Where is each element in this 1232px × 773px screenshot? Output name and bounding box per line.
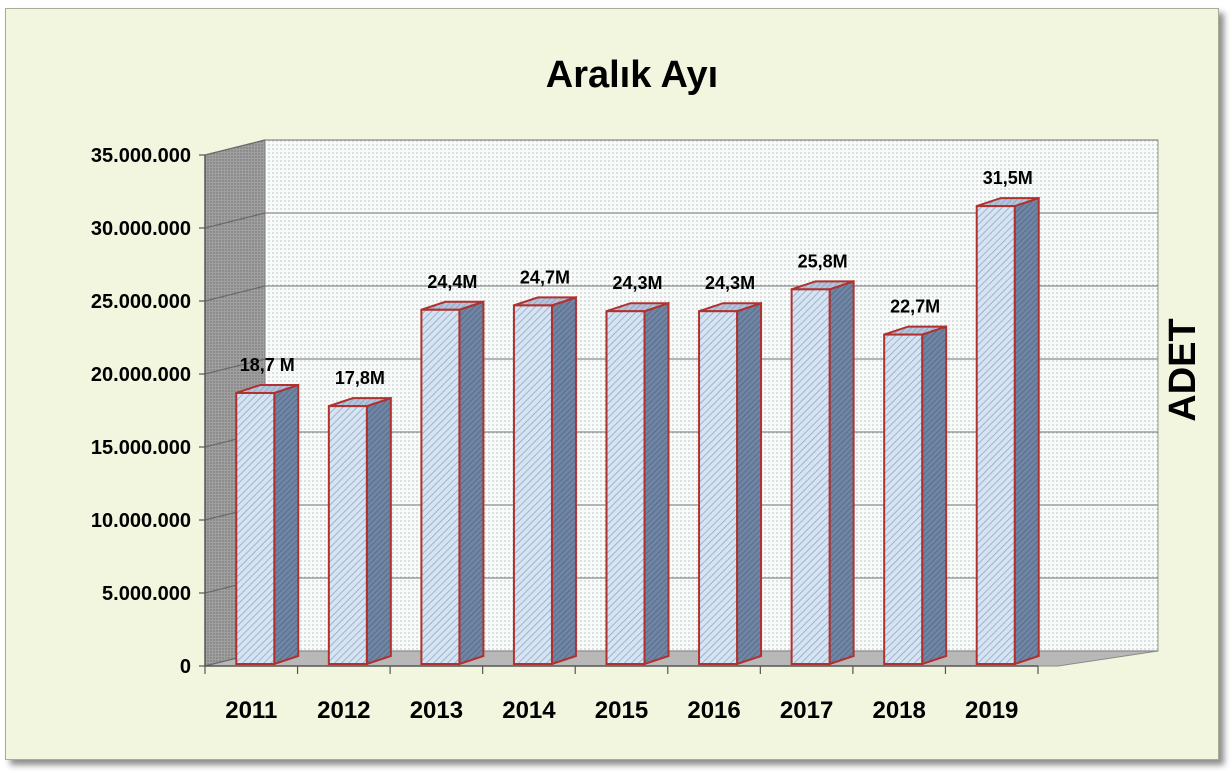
y-tick-label: 20.000.000	[91, 364, 191, 386]
bar-side	[643, 301, 670, 666]
bar-2015	[605, 301, 670, 666]
bar-side	[365, 396, 392, 666]
axes	[204, 155, 1038, 667]
bar-side	[736, 301, 763, 666]
bar-side	[828, 279, 855, 666]
x-category-label: 2011	[225, 697, 277, 724]
gridline-side	[204, 358, 266, 375]
bar-front	[698, 310, 739, 665]
y-tick-label: 35.000.000	[91, 145, 191, 167]
x-category-label: 2012	[317, 697, 370, 724]
x-category-label: 2016	[687, 697, 740, 724]
y-tick-label: 30.000.000	[91, 218, 191, 240]
bar-side	[458, 300, 485, 666]
chart-title: Aralık Ayı	[546, 54, 718, 96]
y-axis-ticks: 0 5.000.000 10.000.000 15.000.000 20.000.000…	[91, 145, 205, 678]
bar-front	[975, 205, 1016, 665]
y-tick-label: 25.000.000	[91, 291, 191, 313]
bars: 18,7 M 17,8M 24,4M 24,7M 24,3M 24,3M 25,8M 22,7…	[235, 168, 1040, 666]
x-category-label: 2019	[965, 697, 1018, 724]
gridline-side	[204, 139, 266, 156]
data-label: 18,7 M	[240, 355, 295, 375]
y-tick-label: 10.000.000	[91, 510, 191, 532]
bar-side	[273, 383, 300, 666]
y-tick-label: 0	[180, 656, 191, 678]
bar-front	[605, 310, 646, 665]
y-axis-label: ADET	[1162, 318, 1204, 421]
bar-2016	[698, 301, 763, 666]
bar-side	[550, 295, 577, 666]
bar-front	[327, 405, 368, 665]
bar-2019	[975, 196, 1040, 666]
bar-side	[1013, 196, 1040, 666]
x-axis-categories: 2011 2012 2013 2014 2015 2016 2017 2018 2019	[204, 666, 1039, 724]
data-label: 22,7M	[890, 297, 940, 317]
x-category-label: 2013	[410, 697, 463, 724]
bar-2014	[512, 295, 577, 666]
gridline-side	[204, 212, 266, 229]
data-label: 17,8M	[335, 368, 385, 388]
data-label: 24,3M	[612, 273, 662, 293]
bar-front	[790, 288, 831, 665]
x-category-label: 2018	[872, 697, 925, 724]
bar-2011	[235, 383, 300, 666]
y-tick-label: 15.000.000	[91, 437, 191, 459]
data-label: 24,3M	[705, 273, 755, 293]
x-category-label: 2015	[595, 697, 648, 724]
bar-front	[512, 304, 553, 665]
bar-front	[420, 308, 461, 665]
data-label: 24,7M	[520, 267, 570, 287]
bar-front	[235, 391, 276, 665]
x-category-label: 2017	[780, 697, 833, 724]
bar-2017	[790, 279, 855, 666]
bar-front	[883, 333, 924, 665]
bar-2012	[327, 396, 392, 666]
x-category-label: 2014	[502, 697, 556, 724]
gridline-side	[204, 285, 266, 302]
bar-side	[921, 325, 948, 666]
data-label: 24,4M	[427, 272, 477, 292]
data-label: 25,8M	[798, 251, 848, 271]
bar-2018	[883, 325, 948, 666]
y-tick-label: 5.000.000	[102, 583, 191, 605]
bar-2013	[420, 300, 485, 666]
data-label: 31,5M	[983, 168, 1033, 188]
